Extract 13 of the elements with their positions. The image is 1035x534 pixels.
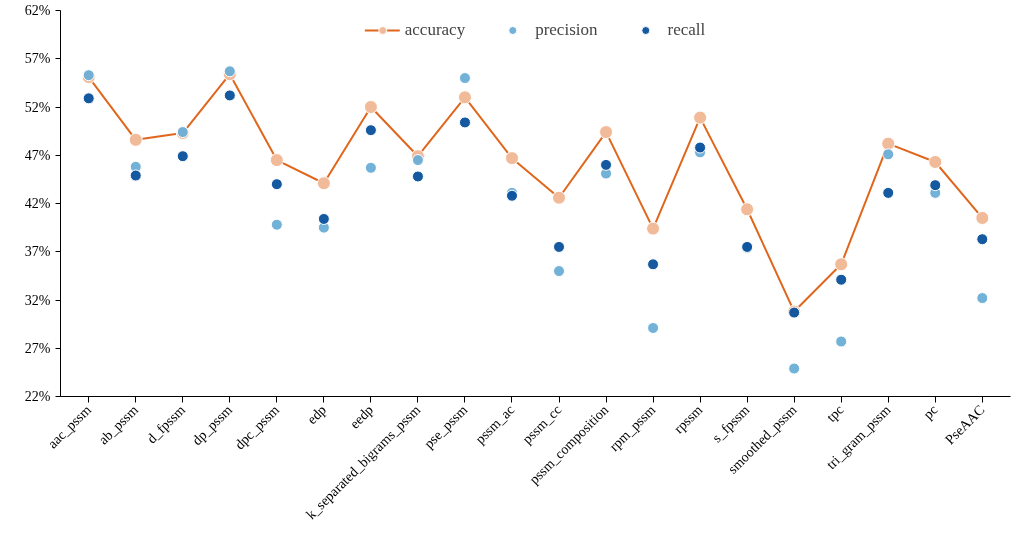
y-tick-label: 57%: [24, 51, 51, 67]
y-tick-label: 22%: [24, 389, 51, 404]
x-tick-label: pc: [920, 402, 941, 423]
y-tick-label: 42%: [24, 196, 51, 211]
legend-label: accuracy: [404, 20, 466, 40]
y-tick-label: 52%: [24, 99, 51, 115]
y-tick-label: 47%: [24, 147, 51, 163]
y-tick-label: 27%: [24, 340, 51, 356]
legend-label: recall: [667, 20, 706, 40]
y-tick-label: 37%: [24, 244, 51, 260]
legend-label: precision: [535, 20, 598, 40]
y-tick-label: 32%: [24, 292, 51, 308]
y-tick-label: 62%: [24, 3, 51, 18]
